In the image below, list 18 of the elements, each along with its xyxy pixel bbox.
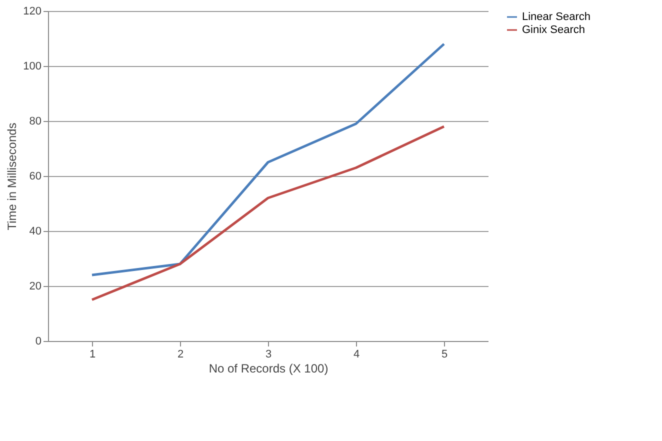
y-tick-label: 60 bbox=[29, 170, 42, 182]
x-tick-label: 3 bbox=[265, 348, 272, 360]
y-tick-label: 40 bbox=[29, 226, 42, 238]
x-tick-label: 1 bbox=[89, 348, 96, 360]
y-tick-label: 80 bbox=[29, 116, 42, 128]
y-tick-label: 120 bbox=[23, 6, 42, 18]
x-axis-title: No of Records (X 100) bbox=[208, 362, 328, 376]
legend-label: Linear Search bbox=[522, 11, 590, 23]
y-tick-label: 0 bbox=[35, 336, 42, 348]
x-tick-label: 4 bbox=[353, 348, 360, 360]
y-axis-title: Time in Milliseconds bbox=[5, 122, 20, 230]
x-tick-label: 2 bbox=[177, 348, 184, 360]
line-series bbox=[90, 42, 446, 276]
line-series bbox=[90, 125, 446, 301]
y-tick-label: 20 bbox=[29, 280, 42, 292]
y-tick-label: 100 bbox=[23, 60, 42, 72]
x-tick-label: 5 bbox=[441, 348, 448, 360]
legend-label: Ginix Search bbox=[522, 24, 585, 36]
